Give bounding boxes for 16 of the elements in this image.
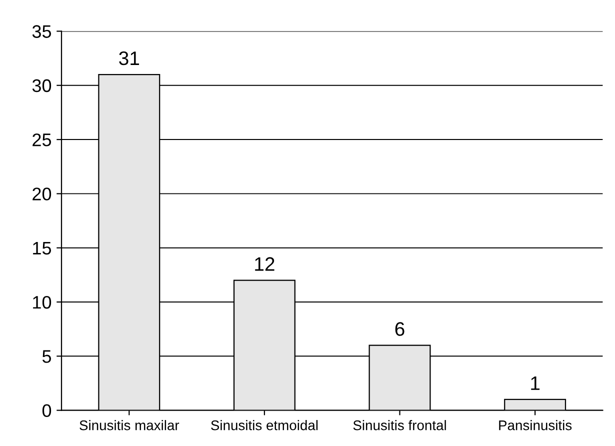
y-tick-label: 20 (32, 188, 52, 200)
y-tick-label: 25 (32, 133, 52, 146)
y-tick-label: 0 (42, 404, 52, 418)
x-tick-label: Sinusitis maxilar (80, 420, 180, 430)
y-tick-label: 10 (33, 296, 52, 309)
data-label: 12 (255, 257, 274, 271)
x-tick-label: Sinusitis etmoidal (211, 420, 318, 430)
y-tick-label: 35 (32, 25, 52, 38)
x-tick-label: Sinusitis frontal (353, 420, 446, 430)
data-label: 6 (395, 322, 404, 336)
x-tick-label: Pansinusitis (499, 420, 572, 430)
data-label: 31 (119, 51, 140, 66)
y-tick-label: 30 (32, 79, 52, 92)
y-tick-label: 15 (33, 242, 52, 255)
y-tick-label: 5 (42, 350, 52, 363)
data-label: 1 (531, 376, 540, 390)
